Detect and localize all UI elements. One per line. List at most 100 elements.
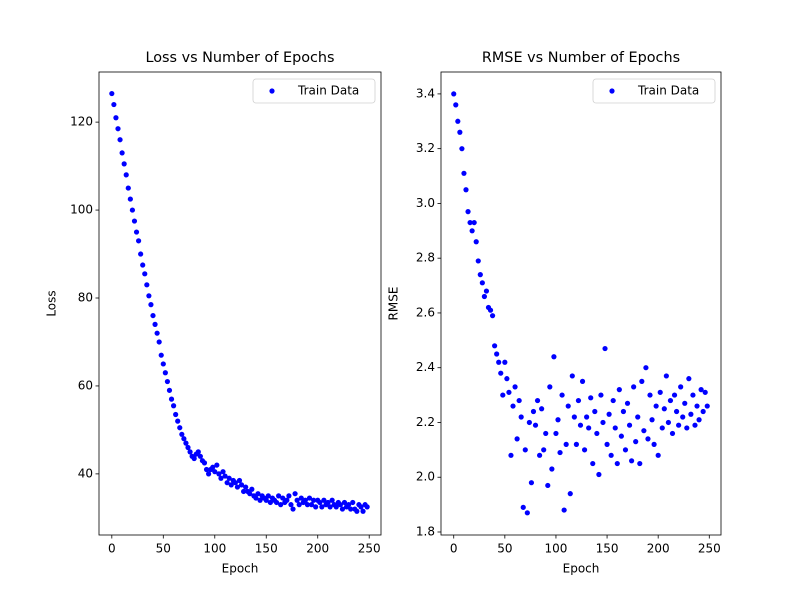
data-point bbox=[273, 499, 280, 506]
data-point bbox=[667, 397, 674, 404]
data-point bbox=[319, 504, 325, 510]
legend-box bbox=[252, 78, 376, 104]
data-point bbox=[602, 345, 608, 352]
data-point bbox=[506, 389, 512, 395]
data-point bbox=[220, 469, 226, 475]
data-point bbox=[212, 469, 218, 475]
data-point bbox=[150, 312, 156, 319]
data-point bbox=[265, 493, 271, 499]
axes: RMSE vs Number of Epochs Epoch RMSE 0 50 100 1… bbox=[387, 50, 722, 576]
data-point bbox=[228, 482, 234, 488]
data-point bbox=[671, 392, 678, 398]
data-point bbox=[541, 447, 547, 453]
y-tick-label: 100 bbox=[70, 203, 93, 217]
data-point bbox=[635, 414, 641, 420]
data-point bbox=[129, 207, 136, 213]
data-point bbox=[278, 502, 284, 508]
data-point bbox=[557, 449, 563, 456]
data-point bbox=[645, 436, 651, 442]
data-point bbox=[146, 293, 152, 299]
data-point bbox=[341, 499, 348, 506]
data-point bbox=[288, 502, 294, 508]
data-point bbox=[481, 293, 487, 300]
data-point bbox=[649, 417, 655, 423]
x-tick-label: 50 bbox=[156, 542, 171, 556]
data-point bbox=[158, 352, 164, 358]
data-point bbox=[170, 403, 177, 409]
data-point bbox=[563, 441, 569, 447]
y-tick-label: 3.0 bbox=[416, 196, 435, 210]
data-point bbox=[115, 126, 121, 132]
data-point bbox=[618, 433, 624, 439]
x-tick-label: 200 bbox=[647, 542, 670, 556]
data-point bbox=[117, 137, 123, 143]
data-point bbox=[696, 417, 702, 423]
data-point bbox=[606, 411, 612, 417]
data-point bbox=[512, 384, 518, 390]
data-point bbox=[596, 471, 602, 478]
data-point bbox=[296, 502, 302, 508]
data-point bbox=[528, 480, 535, 486]
data-point bbox=[545, 482, 551, 489]
data-point bbox=[551, 354, 557, 360]
data-point bbox=[177, 425, 183, 431]
x-tick-label: 100 bbox=[545, 542, 568, 556]
data-point bbox=[109, 90, 115, 97]
data-point bbox=[536, 452, 543, 458]
data-point bbox=[290, 506, 296, 512]
data-point bbox=[571, 414, 577, 420]
data-point bbox=[569, 373, 575, 379]
data-point bbox=[575, 397, 582, 404]
data-point bbox=[119, 150, 125, 156]
data-point bbox=[232, 480, 238, 486]
data-point bbox=[475, 258, 481, 264]
legend-marker bbox=[269, 88, 275, 94]
data-point bbox=[241, 488, 247, 495]
data-point bbox=[222, 473, 228, 479]
data-point bbox=[539, 406, 545, 412]
data-point bbox=[584, 414, 590, 420]
data-point bbox=[637, 460, 643, 467]
data-point bbox=[125, 185, 131, 191]
data-point bbox=[280, 495, 286, 501]
data-point bbox=[688, 411, 694, 417]
data-point bbox=[156, 339, 162, 345]
data-point bbox=[682, 400, 688, 406]
data-point bbox=[489, 313, 496, 319]
data-point bbox=[263, 497, 269, 503]
data-point bbox=[183, 440, 189, 446]
data-point bbox=[121, 161, 127, 167]
data-point bbox=[473, 239, 479, 245]
data-point bbox=[579, 378, 586, 384]
data-point bbox=[181, 436, 187, 442]
data-point bbox=[524, 510, 530, 516]
data-point bbox=[508, 452, 514, 458]
data-point bbox=[573, 441, 579, 447]
data-point bbox=[346, 502, 352, 508]
data-point bbox=[684, 425, 690, 431]
data-point bbox=[498, 370, 504, 376]
data-point bbox=[555, 417, 561, 423]
data-point bbox=[175, 418, 181, 424]
data-point bbox=[131, 218, 138, 224]
data-point bbox=[559, 392, 565, 398]
data-point bbox=[453, 102, 459, 108]
data-point bbox=[333, 504, 339, 510]
data-point bbox=[210, 464, 216, 470]
data-point bbox=[694, 403, 700, 409]
data-point bbox=[457, 129, 463, 135]
data-point bbox=[577, 422, 584, 428]
data-point bbox=[276, 493, 282, 499]
data-point bbox=[292, 491, 298, 497]
data-point bbox=[487, 307, 494, 313]
data-point bbox=[631, 384, 637, 390]
data-point bbox=[680, 414, 686, 420]
data-point bbox=[532, 422, 539, 428]
data-point bbox=[298, 495, 304, 501]
data-point bbox=[639, 378, 645, 384]
axes-frame bbox=[98, 71, 382, 536]
data-point bbox=[643, 365, 649, 371]
data-point bbox=[588, 395, 594, 401]
data-point bbox=[187, 449, 193, 455]
data-point bbox=[553, 430, 559, 437]
